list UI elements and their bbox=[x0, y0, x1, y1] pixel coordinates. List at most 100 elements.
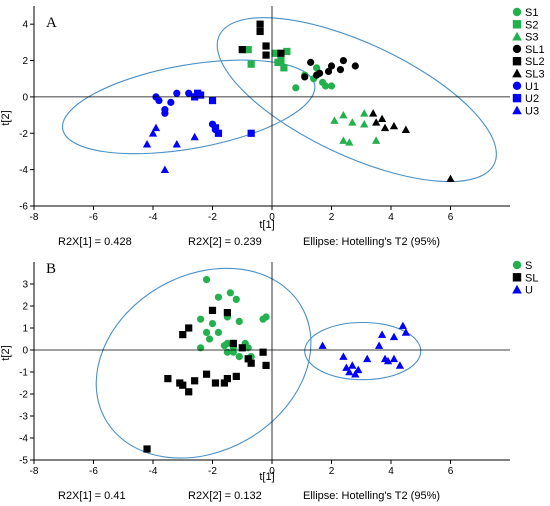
data-point bbox=[277, 49, 285, 57]
x-tick-label: 6 bbox=[448, 212, 454, 223]
data-point bbox=[348, 361, 357, 369]
hotelling-ellipse-1 bbox=[61, 59, 316, 155]
x-tick-label: -8 bbox=[30, 212, 39, 223]
series-S bbox=[197, 276, 270, 361]
data-point bbox=[327, 62, 336, 70]
x-tick-label: -2 bbox=[208, 212, 217, 223]
data-point bbox=[143, 445, 151, 453]
data-point bbox=[313, 64, 321, 72]
data-point bbox=[313, 71, 321, 79]
data-point bbox=[339, 110, 348, 119]
data-point bbox=[277, 56, 285, 65]
y-tick-label: 3 bbox=[22, 280, 28, 291]
data-point bbox=[202, 328, 211, 336]
y-tick-label: 1 bbox=[22, 324, 28, 335]
data-point bbox=[148, 129, 158, 137]
legend-label-SL3: SL3 bbox=[525, 69, 545, 81]
legend-label-S3: S3 bbox=[525, 32, 538, 44]
data-point bbox=[389, 121, 399, 130]
hotelling-ellipse-2 bbox=[304, 321, 422, 381]
x-tick-label: 0 bbox=[269, 212, 275, 223]
x-tick-label: -6 bbox=[89, 466, 98, 477]
y-tick-label: 0 bbox=[22, 346, 28, 357]
legend-marker-SL2 bbox=[512, 57, 522, 66]
x-tick-label: 2 bbox=[329, 212, 335, 223]
data-point bbox=[226, 289, 234, 297]
legend-label-S1: S1 bbox=[525, 7, 538, 19]
data-point bbox=[229, 339, 237, 347]
data-point bbox=[321, 82, 330, 90]
data-point bbox=[238, 344, 246, 352]
y-tick-label: -1 bbox=[19, 368, 28, 379]
data-point bbox=[339, 136, 348, 144]
data-point bbox=[395, 361, 405, 369]
panel-b-tick-labels: -8 -6 -4 -2 0 2 4 6 -5 -4 -3 -2 -1 0 1 2 3 bbox=[19, 280, 454, 478]
panel-a-label: A bbox=[46, 15, 57, 31]
panel-a: A t[2] t[1] R2X[1] = 0.428 R2X[2] = 0.23… bbox=[0, 6, 545, 248]
x-tick-label: -6 bbox=[89, 212, 98, 223]
legend-marker-SL bbox=[512, 273, 522, 282]
data-point bbox=[307, 58, 315, 66]
x-tick-label: 4 bbox=[388, 466, 394, 477]
data-point bbox=[377, 114, 387, 123]
y-tick-label: 0 bbox=[22, 92, 28, 103]
data-point bbox=[235, 317, 243, 325]
data-point bbox=[223, 375, 231, 383]
data-point bbox=[235, 353, 243, 361]
data-point bbox=[208, 96, 217, 105]
y-tick-label: -2 bbox=[19, 129, 28, 140]
legend-marker-S3 bbox=[512, 31, 522, 41]
series-U bbox=[318, 321, 411, 378]
data-point bbox=[232, 295, 240, 303]
panel-a-r2x1: R2X[1] = 0.428 bbox=[58, 236, 132, 248]
data-point bbox=[262, 361, 270, 369]
legend-label-U2: U2 bbox=[525, 93, 539, 105]
data-point bbox=[348, 118, 357, 126]
data-point bbox=[173, 89, 181, 97]
legend-marker-S2 bbox=[512, 20, 522, 29]
series-U1 bbox=[152, 89, 220, 134]
data-point bbox=[354, 365, 363, 374]
data-point bbox=[374, 341, 384, 349]
data-point bbox=[247, 60, 255, 68]
data-point bbox=[155, 96, 163, 105]
data-point bbox=[220, 379, 228, 387]
legend-marker-U1 bbox=[512, 81, 522, 91]
panel-a-r2x2: R2X[2] = 0.239 bbox=[188, 236, 262, 248]
data-point bbox=[164, 375, 172, 383]
data-point bbox=[142, 140, 152, 148]
data-point bbox=[167, 98, 175, 106]
legend-label-U3: U3 bbox=[525, 105, 539, 117]
data-point bbox=[280, 64, 288, 72]
data-point bbox=[191, 377, 199, 385]
y-tick-label: 2 bbox=[22, 302, 28, 313]
data-point bbox=[262, 51, 270, 59]
data-point bbox=[185, 388, 193, 396]
data-point bbox=[283, 47, 291, 56]
panel-a-points bbox=[142, 20, 455, 183]
legend-marker-S bbox=[512, 260, 522, 270]
data-point bbox=[214, 328, 223, 336]
panel-a-ellipses bbox=[61, 17, 497, 183]
data-point bbox=[345, 138, 354, 146]
data-point bbox=[360, 120, 369, 128]
data-point bbox=[202, 370, 211, 378]
x-tick-label: -4 bbox=[149, 466, 158, 477]
data-point bbox=[446, 174, 455, 183]
y-tick-label: -4 bbox=[19, 434, 28, 445]
y-tick-label: -6 bbox=[19, 202, 28, 213]
data-point bbox=[389, 354, 399, 363]
data-point bbox=[247, 129, 255, 137]
panel-b-r2x1: R2X[1] = 0.41 bbox=[58, 490, 126, 502]
data-point bbox=[151, 123, 161, 132]
data-point bbox=[172, 140, 181, 148]
panel-a-x-axis-label: t[1] bbox=[259, 219, 274, 231]
legend-marker-SL1 bbox=[512, 44, 522, 54]
series-SL3 bbox=[369, 109, 455, 183]
data-point bbox=[371, 136, 381, 144]
legend-label-U: U bbox=[525, 285, 533, 297]
x-tick-label: 0 bbox=[269, 466, 275, 477]
x-tick-label: -4 bbox=[149, 212, 158, 223]
data-point bbox=[363, 354, 372, 363]
data-point bbox=[351, 370, 360, 378]
